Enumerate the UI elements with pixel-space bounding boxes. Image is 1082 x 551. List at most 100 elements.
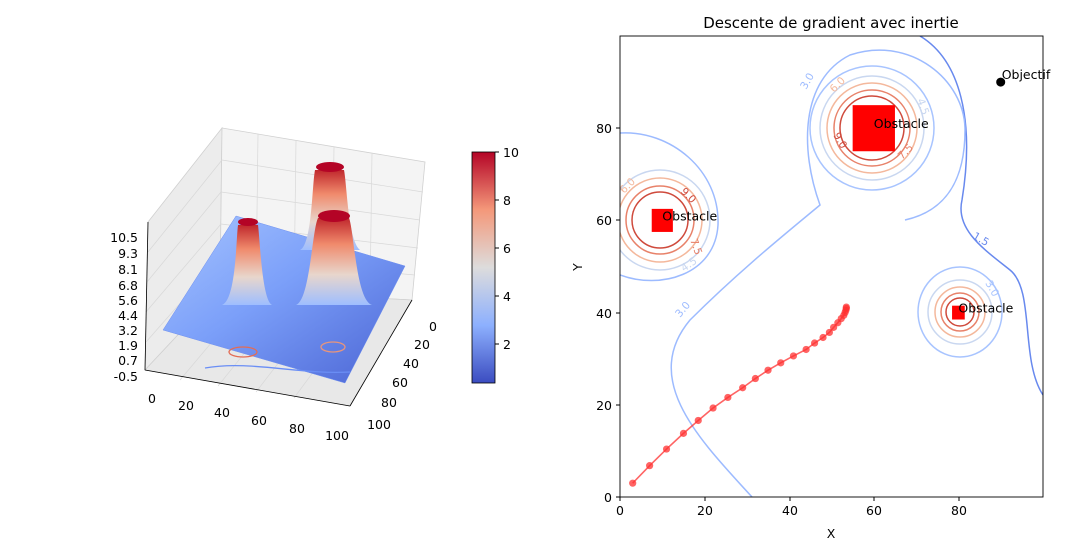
x-tick-label: 0	[148, 391, 156, 406]
contour-label: 4.5	[914, 97, 931, 117]
z-axis-line	[144, 221, 149, 371]
y-tick-label: 60	[596, 213, 612, 228]
obstacle-square	[651, 208, 673, 232]
y-tick-label: 40	[403, 356, 419, 371]
contour-label: 6.0	[618, 176, 638, 196]
y-tick-label: 0	[604, 490, 612, 505]
x-axis-label: X	[827, 526, 836, 541]
y-tick-label: 100	[367, 417, 391, 432]
contour-obstacle-3-c	[940, 292, 980, 332]
obstacle-square	[952, 305, 965, 320]
plot-frame	[619, 35, 1044, 498]
contour-3.0-main	[670, 49, 966, 497]
gradient-descent-plot: Descente de gradient avec inertie 3.0 3.…	[570, 14, 1051, 541]
obstacle-label: Obstacle	[958, 301, 1013, 316]
contour-obstacle-1-b	[620, 177, 703, 263]
y-axis-label: Y	[570, 263, 585, 272]
peak-1	[222, 218, 272, 305]
y-tick-label: 80	[381, 395, 397, 410]
z-tick-label: 9.3	[118, 246, 138, 261]
x-tick-label: 100	[325, 428, 349, 443]
z-tick-label: -0.5	[114, 369, 138, 384]
path-point	[830, 323, 838, 331]
contour-obstacle-3-d	[945, 297, 975, 327]
z-ticks: 10.5 9.3 8.1 6.8 5.6 4.4 3.2 1.9 0.7 -0.…	[110, 230, 138, 384]
z-tick-label: 6.8	[118, 278, 138, 293]
path-point	[739, 384, 747, 392]
y-axis-line	[349, 299, 413, 407]
contour-label: 7.5	[687, 237, 704, 257]
colorbar-tick-label: 4	[503, 289, 511, 304]
contour-label: 4.5	[679, 255, 700, 274]
x-tick-label: 40	[214, 405, 230, 420]
path-point	[842, 303, 850, 311]
obstacles: Obstacle Obstacle Obstacle	[651, 105, 1014, 320]
contours	[620, 36, 1043, 497]
contour-obstacle-1-c	[625, 185, 695, 255]
path-point	[802, 345, 810, 354]
x-tick-label: 20	[697, 503, 713, 518]
goal: Objectif	[996, 67, 1051, 87]
y-tick-label: 40	[596, 306, 612, 321]
z-tick-label: 10.5	[110, 230, 138, 245]
colorbar-gradient	[471, 151, 496, 384]
x-tick-label: 20	[178, 398, 194, 413]
x-axis-line	[144, 369, 351, 407]
x-tick-label: 60	[251, 413, 267, 428]
path-point	[724, 393, 732, 402]
descent-path	[629, 303, 850, 487]
path-point	[646, 462, 654, 470]
contour-3.0-right	[917, 266, 1003, 358]
path-point	[764, 366, 772, 374]
path-point	[694, 416, 702, 425]
x-tick-label: 80	[951, 503, 967, 518]
z-tick-label: 4.4	[118, 308, 138, 323]
x-tick-label: 40	[782, 503, 798, 518]
goal-point	[996, 77, 1006, 87]
contour-obstacle-2-a	[809, 65, 935, 191]
contour-obstacle-3-b	[934, 286, 986, 338]
y-tick-label: 0	[429, 319, 437, 334]
colorbar-tick-label: 2	[503, 337, 511, 352]
x-axis: 0 20 40 60 80 X	[616, 497, 967, 541]
contour-label: 9.0	[678, 186, 698, 206]
contour-obstacle-2-d	[833, 89, 911, 167]
y-tick-label: 20	[414, 337, 430, 352]
x-tick-label: 60	[866, 503, 882, 518]
y-tick-label: 80	[596, 121, 612, 136]
x-tick-label: 0	[616, 503, 624, 518]
z-tick-label: 5.6	[118, 293, 138, 308]
contour-1.5	[919, 36, 1043, 396]
path-point	[777, 359, 785, 367]
surface-3d-plot: 10.5 9.3 8.1 6.8 5.6 4.4 3.2 1.9 0.7 -0.…	[110, 126, 437, 443]
contour-obstacle-1-d	[631, 191, 689, 249]
z-tick-label: 0.7	[118, 353, 138, 368]
x-ticks: 0 20 40 60 80 100	[148, 391, 349, 443]
obstacle-label: Obstacle	[662, 208, 717, 223]
path-point	[662, 445, 671, 453]
path-point	[751, 374, 759, 383]
path-point	[825, 328, 833, 337]
y-tick-label: 60	[392, 375, 408, 390]
colorbar-ticks	[495, 151, 499, 345]
path-line	[632, 307, 848, 484]
contour-3.0-left	[620, 132, 719, 282]
path-point	[789, 352, 798, 360]
path-point	[810, 339, 819, 347]
colorbar-tick-label: 6	[503, 241, 511, 256]
z-tick-label: 3.2	[118, 323, 138, 338]
obstacle-square	[852, 105, 895, 152]
contour-obstacle-2-e	[839, 95, 905, 161]
colorbar: 2 4 6 8 10	[471, 145, 519, 384]
x-tick-label: 80	[289, 421, 305, 436]
chart-title: Descente de gradient avec inertie	[703, 14, 959, 32]
contour-label: 3.0	[798, 71, 817, 91]
peak-3	[296, 210, 372, 305]
contour-label: 1.5	[971, 230, 991, 249]
colorbar-tick-label: 10	[503, 145, 519, 160]
path-point	[709, 404, 717, 412]
contour-obstacle-3-a	[927, 279, 993, 345]
contour-obstacle-2-c	[826, 82, 918, 174]
contour-obstacle-1-a	[620, 169, 711, 271]
